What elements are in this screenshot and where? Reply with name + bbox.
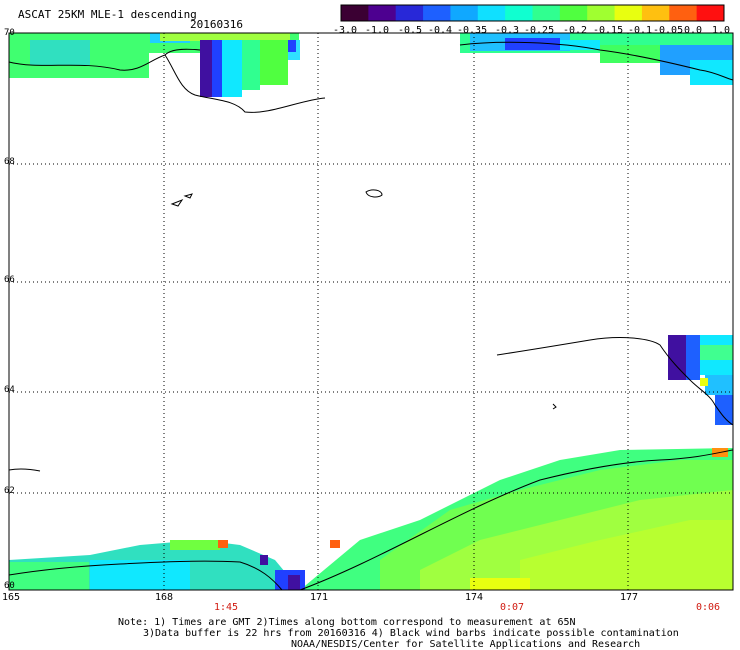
coastlines — [8, 41, 734, 591]
map-date: 20160316 — [190, 18, 243, 31]
colorbar-swatch — [450, 5, 479, 21]
lat-label: 66 — [4, 275, 15, 285]
colorbar-border — [340, 4, 725, 22]
data-swath-top-right — [460, 33, 733, 85]
map-frame — [8, 32, 734, 591]
colorbar-swatch — [395, 5, 424, 21]
colorbar-label: 0.0 — [684, 25, 703, 36]
lon-label: 165 — [2, 592, 21, 603]
lat-label: 70 — [4, 28, 15, 38]
colorbar-label: -0.2 — [563, 25, 588, 36]
colorbar-swatch — [641, 5, 670, 21]
colorbar-swatch — [477, 5, 506, 21]
lat-label: 64 — [4, 385, 15, 395]
map-title: ASCAT 25KM MLE-1 descending — [18, 8, 197, 21]
data-swath-right — [668, 335, 733, 425]
time-label: 0:07 — [500, 602, 525, 613]
colorbar-label: -0.05 — [653, 25, 684, 36]
colorbar-label: -1.0 — [365, 25, 390, 36]
lat-label: 68 — [4, 157, 15, 167]
colorbar-swatch — [532, 5, 561, 21]
lon-label: 168 — [155, 592, 174, 603]
map-panel — [8, 32, 734, 591]
time-label: 1:45 — [214, 602, 239, 613]
note-line-3: NOAA/NESDIS/Center for Satellite Applica… — [291, 639, 641, 650]
colorbar-swatch — [669, 5, 698, 21]
colorbar-swatch — [696, 5, 725, 21]
colorbar-label: -0.4 — [428, 25, 453, 36]
colorbar-label: -0.1 — [628, 25, 653, 36]
colorbar-swatch — [341, 5, 369, 21]
note-line-1: Note: 1) Times are GMT 2)Times along bot… — [118, 617, 576, 628]
note-line-2: 3)Data buffer is 22 hrs from 20160316 4)… — [143, 628, 679, 639]
lon-label: 177 — [620, 592, 639, 603]
colorbar-swatch — [587, 5, 616, 21]
colorbar-swatch — [368, 5, 397, 21]
colorbar-swatch — [559, 5, 588, 21]
lat-label: 62 — [4, 486, 15, 496]
data-swath-bottom — [9, 448, 733, 590]
colorbar-label: -3.0 — [333, 25, 358, 36]
colorbar-swatch — [423, 5, 451, 21]
data-swath-top-left — [9, 33, 300, 97]
graticule — [9, 33, 733, 590]
lon-label: 174 — [465, 592, 484, 603]
colorbar-swatch — [614, 5, 643, 21]
lon-label: 171 — [310, 592, 329, 603]
colorbar-label: -0.3 — [495, 25, 520, 36]
colorbar-label: -0.25 — [524, 25, 555, 36]
colorbar-label: -0.5 — [398, 25, 423, 36]
colorbar-swatch — [505, 5, 533, 21]
colorbar-label: -0.15 — [593, 25, 624, 36]
colorbar-label: -0.35 — [457, 25, 488, 36]
lat-label: 60 — [4, 581, 15, 591]
time-label: 0:06 — [696, 602, 721, 613]
colorbar-label: 1.0 — [712, 25, 731, 36]
colorbar — [340, 4, 725, 22]
